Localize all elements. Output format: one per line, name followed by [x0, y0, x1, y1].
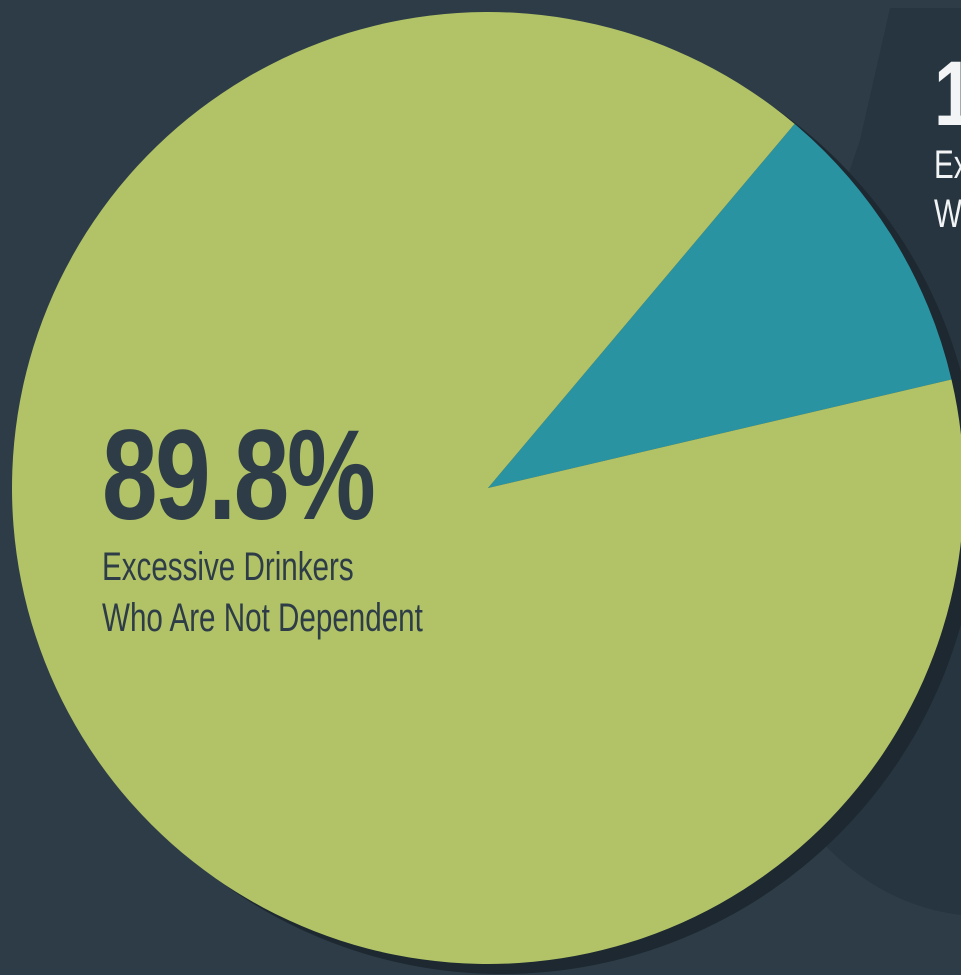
slice-description-line-2: W	[934, 191, 961, 236]
pie-slice-dependent	[488, 123, 952, 489]
pie-slices	[12, 12, 961, 964]
slice-description-line-1: Ex	[934, 143, 961, 187]
slice-value-label: 89.8%	[102, 404, 376, 547]
slice-description-line-1: Excessive Drinkers	[102, 545, 354, 589]
pie-slice-not-dependent	[12, 12, 961, 964]
slice-description-line-2: Who Are Not Dependent	[102, 595, 423, 640]
slice-value-label: 1	[934, 48, 961, 140]
slice-label-not-dependent: 89.8% Excessive Drinkers Who Are Not Dep…	[102, 412, 536, 642]
slice-label-dependent: 1 Ex W	[934, 48, 961, 238]
